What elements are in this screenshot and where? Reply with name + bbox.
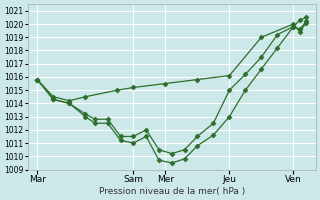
X-axis label: Pression niveau de la mer( hPa ): Pression niveau de la mer( hPa ): [99, 187, 245, 196]
